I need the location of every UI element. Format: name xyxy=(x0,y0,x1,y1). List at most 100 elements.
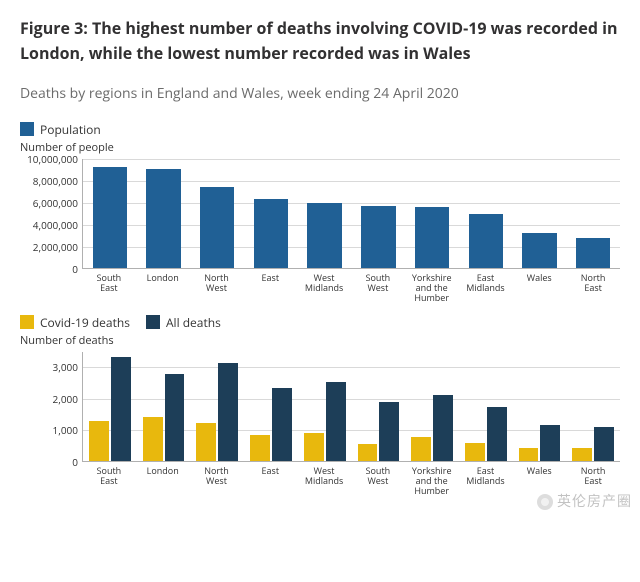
bar xyxy=(411,437,431,461)
category-group xyxy=(566,352,620,461)
category-group xyxy=(405,352,459,461)
x-tick-label: NorthEast xyxy=(566,273,620,304)
legend-item: All deaths xyxy=(146,314,221,331)
x-tick-label: NorthWest xyxy=(190,466,244,497)
category-group xyxy=(190,159,244,268)
y-tick-label: 3,000 xyxy=(53,360,78,374)
figure-subtitle: Deaths by regions in England and Wales, … xyxy=(20,84,620,103)
bar xyxy=(307,203,341,268)
category-group xyxy=(459,159,513,268)
x-tick-label: Wales xyxy=(512,273,566,304)
bar xyxy=(379,402,399,461)
x-tick-label: WestMidlands xyxy=(297,466,351,497)
y-tick-label: 1,000 xyxy=(53,423,78,437)
legend-label: Covid-19 deaths xyxy=(40,314,130,331)
figure-title: Figure 3: The highest number of deaths i… xyxy=(20,16,620,66)
y-tick-label: 0 xyxy=(72,455,78,469)
bar xyxy=(415,207,449,268)
legend-item: Covid-19 deaths xyxy=(20,314,130,331)
bar xyxy=(519,448,539,461)
bar xyxy=(93,167,127,268)
x-tick-label: East xyxy=(243,466,297,497)
y-tick-label: 2,000 xyxy=(53,392,78,406)
bar xyxy=(165,374,185,460)
bar xyxy=(576,238,610,267)
x-tick-label: NorthEast xyxy=(566,466,620,497)
category-group xyxy=(298,159,352,268)
category-group xyxy=(137,352,191,461)
x-tick-label: Wales xyxy=(512,466,566,497)
deaths-chart: Covid-19 deaths All deaths Number of deat… xyxy=(20,314,620,497)
bar xyxy=(358,444,378,461)
y-tick-label: 2,000,000 xyxy=(33,240,78,254)
x-tick-label: East xyxy=(243,273,297,304)
category-group xyxy=(244,352,298,461)
y-tick-label: 4,000,000 xyxy=(33,218,78,232)
bar xyxy=(433,395,453,460)
bar xyxy=(594,427,614,461)
x-tick-label: Yorkshireand theHumber xyxy=(405,273,459,304)
x-tick-label: EastMidlands xyxy=(459,466,513,497)
category-group xyxy=(137,159,191,268)
bars-row xyxy=(83,159,620,268)
category-group xyxy=(190,352,244,461)
bar xyxy=(540,425,560,460)
bar xyxy=(304,433,324,461)
category-group xyxy=(513,159,567,268)
top-legend: Population xyxy=(20,121,620,138)
x-tick-label: EastMidlands xyxy=(459,273,513,304)
bottom-legend: Covid-19 deaths All deaths xyxy=(20,314,620,331)
x-tick-label: SouthEast xyxy=(82,273,136,304)
bar xyxy=(254,199,288,267)
watermark-icon xyxy=(537,494,553,510)
x-tick-label: SouthEast xyxy=(82,466,136,497)
bar xyxy=(218,363,238,460)
category-group xyxy=(352,159,406,268)
population-chart: Population Number of people 0 2,000,000 4,… xyxy=(20,121,620,304)
category-group xyxy=(405,159,459,268)
watermark-text: 英伦房产圈 xyxy=(557,495,632,510)
category-group xyxy=(298,352,352,461)
top-y-axis-title: Number of people xyxy=(20,140,620,155)
x-tick-label: WestMidlands xyxy=(297,273,351,304)
bar xyxy=(272,388,292,460)
category-group xyxy=(459,352,513,461)
bar xyxy=(111,357,131,461)
bar xyxy=(361,206,395,268)
bar xyxy=(89,421,109,460)
x-tick-label: Yorkshireand theHumber xyxy=(405,466,459,497)
y-tick-label: 6,000,000 xyxy=(33,196,78,210)
legend-swatch xyxy=(146,315,160,329)
bar xyxy=(326,382,346,461)
legend-label: All deaths xyxy=(166,314,221,331)
bar xyxy=(522,233,556,268)
bar xyxy=(143,417,163,461)
y-tick-label: 8,000,000 xyxy=(33,174,78,188)
x-tick-label: NorthWest xyxy=(190,273,244,304)
category-group xyxy=(513,352,567,461)
bar xyxy=(572,448,592,461)
bar xyxy=(200,187,234,268)
x-tick-label: London xyxy=(136,273,190,304)
category-group xyxy=(566,159,620,268)
category-group xyxy=(83,352,137,461)
bars-row xyxy=(83,352,620,461)
x-tick-label: SouthWest xyxy=(351,273,405,304)
y-tick-label: 0 xyxy=(72,262,78,276)
x-tick-label: SouthWest xyxy=(351,466,405,497)
bar xyxy=(487,407,507,461)
legend-item: Population xyxy=(20,121,101,138)
x-tick-label: London xyxy=(136,466,190,497)
category-group xyxy=(244,159,298,268)
bar xyxy=(250,435,270,461)
bar xyxy=(196,423,216,461)
bottom-y-axis-title: Number of deaths xyxy=(20,333,620,348)
category-group xyxy=(352,352,406,461)
legend-swatch xyxy=(20,122,34,136)
bar xyxy=(469,214,503,267)
bar xyxy=(146,169,180,267)
bar xyxy=(465,443,485,461)
category-group xyxy=(83,159,137,268)
legend-label: Population xyxy=(40,121,101,138)
legend-swatch xyxy=(20,315,34,329)
